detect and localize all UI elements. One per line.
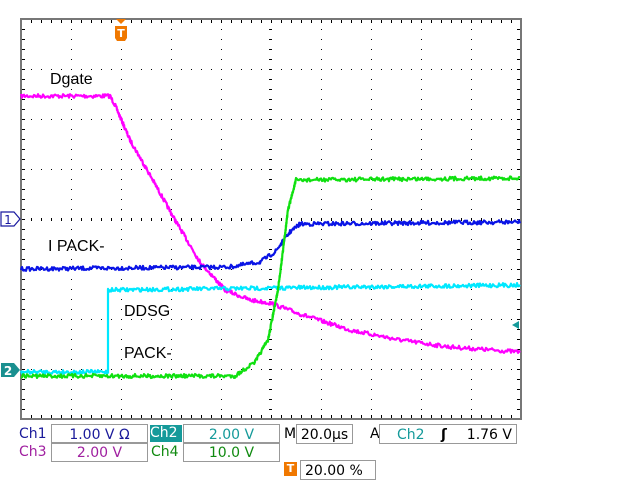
ch3-label: Ch3 — [19, 444, 47, 460]
traces — [19, 93, 522, 380]
trigger-level-marker[interactable] — [512, 321, 519, 329]
trigger-position-marker[interactable]: T — [115, 19, 127, 41]
trigger-position-value[interactable]: 20.00 % — [300, 460, 376, 480]
ch2-scale[interactable]: 2.00 V — [183, 424, 280, 444]
trace-ch3 — [19, 93, 521, 354]
svg-text:1: 1 — [4, 213, 12, 227]
ch4-label: Ch4 — [151, 444, 179, 460]
trigger-source: Ch2 — [397, 427, 425, 443]
ch1-label: Ch1 — [19, 426, 47, 442]
ch2-label-selected[interactable]: Ch2 — [150, 425, 182, 442]
trigger-settings[interactable]: Ch2 ʃ 1.76 V — [379, 424, 517, 444]
trace-ch4 — [20, 175, 521, 380]
trigger-position-icon: T — [284, 462, 297, 476]
trace-ch1 — [19, 219, 522, 272]
trace-ch2 — [19, 282, 521, 376]
timebase-value[interactable]: 20.0µs — [296, 424, 353, 444]
ch1-ground-marker[interactable]: 1 — [0, 211, 21, 227]
ch3-scale[interactable]: 2.00 V — [51, 442, 148, 462]
ch2-ground-marker[interactable]: 2 — [1, 363, 20, 378]
svg-text:T: T — [117, 27, 125, 40]
trace-label-ddsg: DDSG — [124, 303, 170, 320]
trace-label-ipack: I PACK- — [48, 238, 105, 255]
ch4-scale[interactable]: 10.0 V — [183, 442, 280, 462]
timebase-label: M — [284, 426, 297, 442]
rising-edge-icon: ʃ — [441, 427, 447, 443]
trace-label-pack: PACK- — [124, 345, 172, 362]
grid-dots — [22, 20, 520, 418]
graticule-frame — [20, 18, 522, 420]
graticule — [20, 18, 522, 420]
trigger-mode-label: A — [370, 426, 380, 442]
ch1-scale[interactable]: 1.00 V Ω — [51, 424, 148, 444]
trigger-level: 1.76 V — [466, 427, 512, 443]
svg-text:2: 2 — [4, 364, 12, 378]
trace-label-dgate: Dgate — [50, 71, 93, 88]
